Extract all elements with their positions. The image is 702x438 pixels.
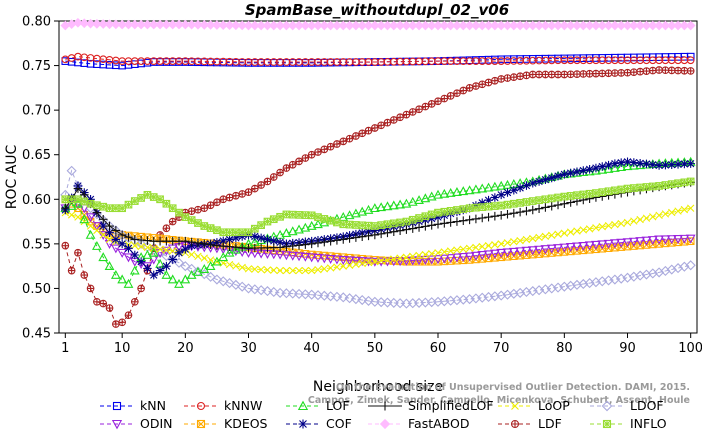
x-tick-label: 60 bbox=[430, 341, 447, 356]
legend-item-ldf: LDF bbox=[498, 416, 562, 431]
chart-title: SpamBase_withoutdupl_02_v06 bbox=[245, 1, 509, 19]
series-markers bbox=[61, 66, 695, 328]
plot-area bbox=[58, 20, 698, 334]
legend: kNN kNNW LOF SimplifiedLOF LoOP LDOF ODIN KDEOS… bbox=[100, 398, 667, 431]
legend-item-odin: ODIN bbox=[100, 416, 173, 431]
series-line bbox=[65, 207, 691, 272]
x-tick-label: 50 bbox=[367, 341, 384, 356]
watermark-line-2: Campos, Zimek, Sander, Campello, Micenko… bbox=[308, 395, 690, 406]
legend-item-kdeos: KDEOS bbox=[184, 416, 268, 431]
series-ldof bbox=[60, 165, 696, 309]
series-markers bbox=[60, 165, 696, 309]
x-tick-label: 20 bbox=[177, 341, 194, 356]
series-inflo bbox=[61, 177, 695, 237]
x-tick-label: 30 bbox=[240, 341, 257, 356]
y-tick-label: 0.45 bbox=[22, 327, 51, 342]
series-ldf bbox=[61, 66, 695, 328]
axes: 1 10 20 30 40 50 60 70 80 90 100 0.45 0.50 0.55 0.60 0.… bbox=[22, 15, 702, 357]
series-markers bbox=[60, 17, 696, 31]
y-tick-label: 0.75 bbox=[22, 59, 51, 74]
legend-label: ODIN bbox=[140, 416, 173, 431]
x-tick-label: 10 bbox=[114, 341, 131, 356]
series-markers bbox=[61, 177, 695, 237]
y-tick-label: 0.80 bbox=[22, 15, 51, 30]
legend-label: kNN bbox=[140, 398, 166, 413]
x-tick-label: 70 bbox=[493, 341, 510, 356]
legend-label: SimplifiedLOF bbox=[408, 398, 494, 413]
x-tick-label: 100 bbox=[678, 341, 702, 356]
legend-label: COF bbox=[326, 416, 352, 431]
y-tick-label: 0.50 bbox=[22, 282, 51, 297]
legend-label: LoOP bbox=[538, 398, 570, 413]
legend-label: FastABOD bbox=[408, 416, 470, 431]
legend-label: LDOF bbox=[630, 398, 664, 413]
legend-item-lof: LOF bbox=[286, 398, 350, 413]
legend-item-knn: kNN bbox=[100, 398, 166, 413]
legend-label: LOF bbox=[326, 398, 350, 413]
series-markers bbox=[61, 204, 695, 275]
legend-item-knnw: kNNW bbox=[184, 398, 262, 413]
watermark-line-1: On the Evaluation of Unsupervised Outlie… bbox=[336, 382, 690, 393]
y-tick-label: 0.55 bbox=[22, 237, 51, 252]
series-simplifiedlof bbox=[61, 178, 695, 253]
legend-label: kNNW bbox=[224, 398, 262, 413]
y-tick-label: 0.65 bbox=[22, 148, 51, 163]
legend-item-simplifiedlof: SimplifiedLOF bbox=[368, 398, 494, 413]
legend-item-ldof: LDOF bbox=[590, 398, 664, 413]
x-tick-label: 40 bbox=[303, 341, 320, 356]
y-axis-label: ROC AUC bbox=[4, 144, 20, 209]
legend-label: INFLO bbox=[630, 416, 667, 431]
legend-item-inflo: INFLO bbox=[590, 416, 667, 431]
series-fastabod bbox=[60, 17, 696, 31]
series-markers bbox=[61, 52, 695, 66]
series-knnw bbox=[61, 52, 695, 66]
legend-item-cof: COF bbox=[286, 416, 352, 431]
legend-item-loop: LoOP bbox=[498, 398, 570, 413]
legend-label: LDF bbox=[538, 416, 562, 431]
y-tick-label: 0.60 bbox=[22, 193, 51, 208]
x-tick-label: 90 bbox=[619, 341, 636, 356]
plot-border bbox=[58, 20, 698, 334]
series-layer bbox=[60, 17, 696, 328]
y-tick-label: 0.70 bbox=[22, 104, 51, 119]
series-markers bbox=[61, 178, 695, 253]
x-tick-label: 80 bbox=[556, 341, 573, 356]
legend-label: KDEOS bbox=[224, 416, 268, 431]
x-axis-label: Neighborhood size bbox=[313, 379, 443, 395]
legend-item-fastabod: FastABOD bbox=[368, 416, 470, 431]
x-tick-label: 1 bbox=[61, 341, 69, 356]
series-loop bbox=[61, 204, 695, 275]
